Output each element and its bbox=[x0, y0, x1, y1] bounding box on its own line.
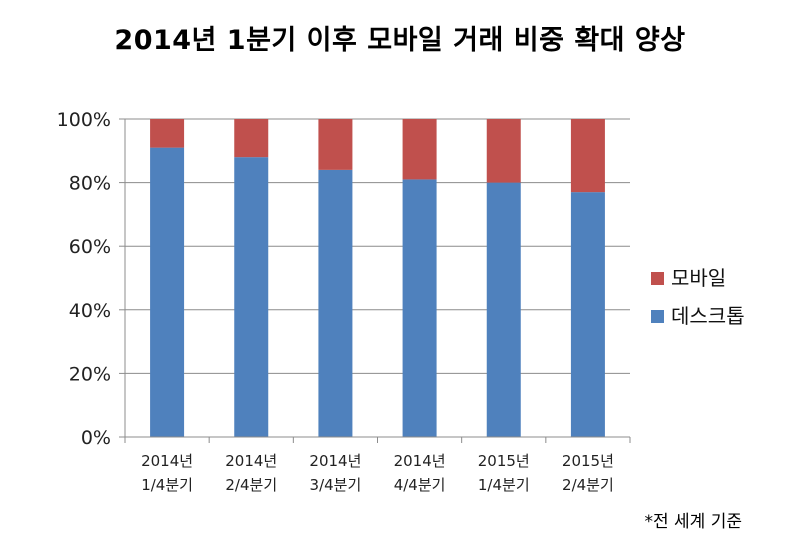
x-tick-label: 2015년 bbox=[478, 452, 530, 470]
bar-desktop bbox=[318, 169, 353, 437]
y-tick-label: 0% bbox=[81, 427, 111, 449]
bar-mobile bbox=[318, 119, 353, 170]
chart-title: 2014년 1분기 이후 모바일 거래 비중 확대 양상 bbox=[114, 25, 686, 56]
footnote: *전 세계 기준 bbox=[644, 512, 742, 532]
y-tick-label: 60% bbox=[69, 236, 111, 258]
x-tick-label: 2014년 bbox=[394, 452, 446, 470]
legend-swatch-mobile bbox=[651, 272, 664, 285]
bar-mobile bbox=[486, 119, 521, 183]
y-tick-label: 100% bbox=[57, 109, 111, 131]
bars bbox=[150, 119, 605, 438]
y-tick-label: 40% bbox=[69, 300, 111, 322]
x-tick-label: 2/4분기 bbox=[225, 476, 277, 494]
legend-swatch-desktop bbox=[651, 310, 664, 323]
x-tick-label: 2014년 bbox=[225, 452, 277, 470]
x-tick-label: 4/4분기 bbox=[394, 476, 446, 494]
x-tick-label: 2014년 bbox=[141, 452, 193, 470]
bar-desktop bbox=[234, 157, 269, 437]
bar-mobile bbox=[402, 119, 437, 180]
axes: 0% 20% 40% 60% 80% 100% 2014년 1/4분기 2014년 2/4분기 20… bbox=[57, 109, 631, 494]
x-tick-label: 2/4분기 bbox=[562, 476, 614, 494]
y-tick-label: 20% bbox=[69, 363, 111, 385]
bar-desktop bbox=[402, 179, 437, 438]
x-tick-label: 1/4분기 bbox=[141, 476, 193, 494]
x-tick-label: 1/4분기 bbox=[478, 476, 530, 494]
bar-mobile bbox=[150, 119, 185, 148]
x-tick-label: 2015년 bbox=[562, 452, 614, 470]
legend-label-mobile: 모바일 bbox=[671, 266, 726, 290]
gridlines bbox=[125, 118, 630, 374]
bar-mobile bbox=[234, 119, 269, 158]
legend-label-desktop: 데스크톱 bbox=[671, 304, 745, 328]
x-tick-label: 2014년 bbox=[309, 452, 361, 470]
bar-desktop bbox=[486, 182, 521, 437]
bar-desktop bbox=[150, 147, 185, 437]
x-tick-label: 3/4분기 bbox=[310, 476, 362, 494]
bar-mobile bbox=[570, 119, 605, 193]
y-tick-label: 80% bbox=[69, 173, 111, 195]
bar-desktop bbox=[570, 192, 605, 437]
